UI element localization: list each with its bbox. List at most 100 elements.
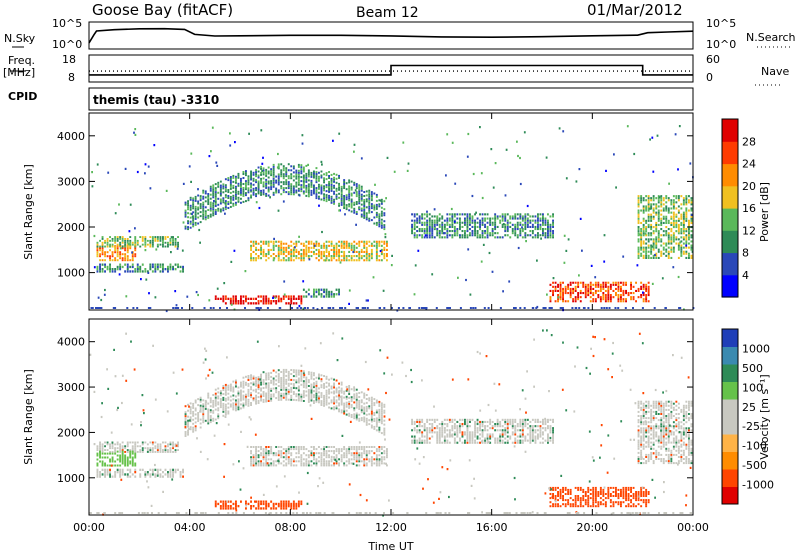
power-cell bbox=[285, 171, 288, 174]
velocity-cell bbox=[441, 431, 444, 434]
velocity-cell bbox=[313, 384, 315, 387]
velocity-cell bbox=[277, 450, 280, 453]
power-cell bbox=[189, 196, 192, 199]
power-cell bbox=[235, 300, 237, 303]
velocity-cell bbox=[300, 456, 303, 459]
power-scatter-cell bbox=[155, 248, 158, 251]
power-cell bbox=[307, 250, 310, 253]
power-cell bbox=[197, 206, 200, 209]
power-cell bbox=[282, 189, 285, 192]
velocity-cell bbox=[358, 399, 361, 402]
power-cell bbox=[665, 201, 668, 204]
power-cell bbox=[375, 203, 378, 206]
power-cell bbox=[549, 225, 552, 228]
power-cell bbox=[219, 194, 222, 197]
velocity-cell bbox=[345, 395, 348, 398]
power-cell bbox=[285, 250, 288, 253]
power-cell bbox=[260, 171, 262, 174]
power-cell bbox=[167, 243, 169, 246]
power-cell bbox=[526, 217, 529, 220]
velocity-cell bbox=[340, 383, 343, 386]
power-cell bbox=[116, 249, 119, 252]
power-cell bbox=[167, 241, 169, 244]
velocity-cell bbox=[300, 379, 303, 382]
power-cell bbox=[531, 219, 534, 222]
power-cell bbox=[657, 230, 660, 233]
velocity-cell bbox=[360, 446, 363, 448]
power-cell bbox=[645, 287, 648, 290]
power-cell bbox=[423, 217, 426, 220]
velocity-cell bbox=[295, 464, 298, 467]
power-cell bbox=[615, 283, 617, 286]
velocity-cell bbox=[358, 454, 361, 457]
power-cell bbox=[353, 203, 356, 206]
power-cell bbox=[348, 193, 351, 196]
power-cell bbox=[456, 228, 459, 231]
power-cell bbox=[325, 295, 328, 298]
velocity-cell bbox=[222, 408, 225, 411]
velocity-cell bbox=[255, 396, 257, 399]
velocity-cell bbox=[184, 435, 187, 437]
power-cell bbox=[652, 215, 655, 218]
power-cell bbox=[255, 253, 257, 256]
power-cell bbox=[655, 236, 658, 239]
power-cell bbox=[124, 239, 127, 242]
velocity-cell bbox=[282, 388, 285, 391]
velocity-cell bbox=[237, 400, 240, 403]
power-cell bbox=[323, 193, 325, 196]
power-cell bbox=[340, 191, 343, 194]
power-scatter-cell bbox=[318, 204, 320, 207]
power-cell bbox=[630, 292, 632, 295]
velocity-cell bbox=[325, 397, 328, 400]
power-scatter-cell bbox=[482, 243, 485, 246]
power-cell bbox=[313, 242, 315, 245]
power-cell bbox=[214, 187, 217, 190]
power-cell bbox=[688, 254, 690, 257]
power-cell bbox=[272, 171, 275, 174]
velocity-cell bbox=[370, 464, 373, 467]
velocity-cell bbox=[282, 386, 285, 389]
power-cell bbox=[537, 213, 539, 216]
velocity-cell bbox=[418, 425, 421, 428]
power-cell bbox=[441, 217, 444, 220]
power-cell bbox=[682, 217, 685, 220]
power-cell bbox=[124, 238, 127, 240]
power-cell bbox=[690, 203, 693, 206]
velocity-cell bbox=[345, 413, 348, 416]
power-cell bbox=[481, 230, 484, 233]
power-cell bbox=[222, 199, 225, 202]
velocity-cell bbox=[106, 464, 109, 467]
power-range-gate-cell bbox=[362, 307, 365, 309]
velocity-cell bbox=[134, 443, 137, 446]
power-cell bbox=[516, 228, 519, 231]
power-scatter-cell bbox=[575, 180, 578, 183]
velocity-cell bbox=[159, 475, 162, 478]
power-cell bbox=[652, 197, 655, 200]
velocity-cell bbox=[277, 505, 280, 508]
power-cell bbox=[660, 228, 663, 231]
power-cell bbox=[564, 289, 567, 292]
velocity-cell bbox=[338, 382, 340, 385]
power-cell bbox=[307, 171, 310, 174]
power-cell bbox=[350, 255, 353, 258]
power-cell bbox=[426, 230, 429, 233]
power-cell bbox=[552, 215, 554, 218]
velocity-cell bbox=[164, 449, 167, 451]
power-cell bbox=[421, 236, 424, 239]
velocity-cell bbox=[310, 450, 313, 453]
power-cell bbox=[375, 221, 378, 224]
velocity-cell bbox=[323, 384, 325, 387]
power-scatter-cell bbox=[140, 278, 142, 281]
velocity-cell bbox=[172, 443, 174, 446]
power-cell bbox=[315, 257, 318, 260]
power-cell bbox=[524, 223, 527, 226]
power-cell bbox=[250, 246, 252, 249]
power-cell bbox=[224, 206, 227, 209]
power-cell bbox=[554, 289, 557, 292]
power-cell bbox=[416, 230, 419, 233]
velocity-cell bbox=[235, 379, 237, 382]
power-cell bbox=[297, 187, 300, 190]
power-cell bbox=[655, 207, 658, 210]
power-cell bbox=[209, 213, 212, 216]
power-cell bbox=[637, 215, 640, 218]
